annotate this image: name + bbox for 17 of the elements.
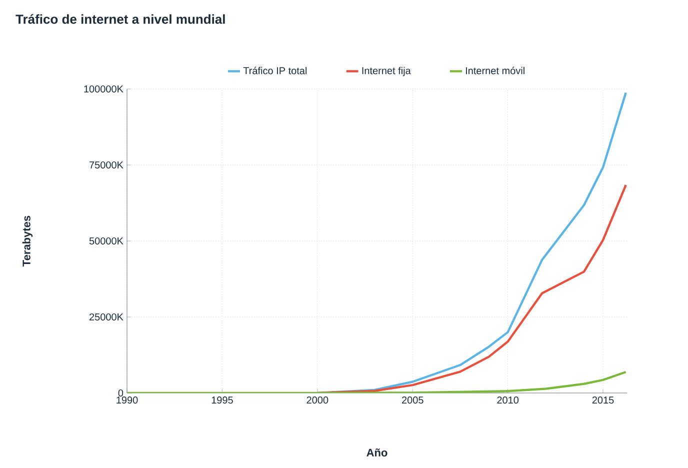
y-tick-label: 100000K <box>84 85 124 93</box>
y-tick-label: 50000K <box>89 237 124 245</box>
legend-label: Internet fija <box>362 66 411 76</box>
y-tick-label: 0 <box>118 389 124 397</box>
x-tick-label: 1995 <box>212 396 233 404</box>
chart-title: Tráfico de internet a nivel mundial <box>16 14 225 24</box>
x-tick-label: 2015 <box>592 396 614 404</box>
legend-label: Internet móvil <box>466 66 524 74</box>
x-axis-title: Año <box>366 448 388 456</box>
x-tick-label: 2005 <box>402 396 424 404</box>
y-tick-label: 25000K <box>90 313 124 321</box>
x-tick-label: 2000 <box>306 396 328 404</box>
x-tick-label: 1990 <box>116 396 138 404</box>
legend-label: Tráfico IP total <box>243 66 307 74</box>
x-tick-label: 2010 <box>497 396 519 404</box>
y-axis-title: Terabytes <box>22 216 33 266</box>
y-tick-label: 75000K <box>90 161 124 169</box>
